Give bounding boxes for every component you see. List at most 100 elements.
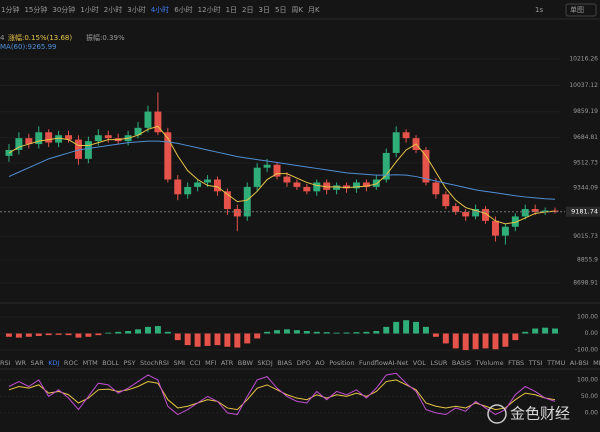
timeframe-tab[interactable]: 30分钟: [52, 5, 75, 14]
indicator-tab[interactable]: MLR: [593, 359, 600, 367]
candle-body: [521, 209, 529, 217]
timeframe-tab[interactable]: 6小时: [174, 5, 192, 14]
timeframe-tab[interactable]: 2日: [242, 6, 253, 14]
macd-bar: [174, 333, 181, 341]
macd-bar: [85, 333, 92, 337]
indicator-tab[interactable]: KDJ: [48, 359, 59, 367]
indicator-tab[interactable]: BIAS: [277, 359, 292, 367]
candle-body: [25, 138, 33, 145]
macd-bar: [323, 332, 330, 334]
y-tick-label: 9859.19: [573, 108, 598, 115]
candle-body: [174, 179, 182, 195]
macd-tick-label: 0.00: [585, 330, 599, 337]
kdj-line: [8, 372, 556, 416]
candle-body: [35, 132, 43, 145]
legend-period: 4: [0, 34, 5, 42]
macd-bar: [115, 331, 122, 334]
macd-bar: [164, 331, 171, 334]
indicator-tab[interactable]: PSY: [124, 359, 136, 367]
indicator-tab[interactable]: LSUR: [430, 359, 448, 367]
layout-label[interactable]: 单图: [570, 5, 584, 14]
timeframe-tab[interactable]: 4小时: [151, 5, 169, 14]
macd-bar: [65, 333, 72, 336]
macd-bar: [492, 333, 499, 350]
macd-bar: [35, 333, 42, 336]
layout-select[interactable]: [565, 3, 597, 17]
indicator-tab[interactable]: BASIS: [452, 359, 471, 367]
macd-bar: [293, 330, 300, 334]
indicator-tab[interactable]: AO: [315, 359, 324, 367]
indicator-tab[interactable]: BBW: [238, 359, 254, 367]
interval[interactable]: 1s: [535, 6, 543, 14]
candle-body: [362, 182, 370, 187]
macd-bar: [333, 332, 340, 334]
candle-body: [223, 191, 231, 210]
timeframe-tab[interactable]: 月K: [308, 6, 320, 14]
macd-bar: [452, 333, 459, 349]
candle-body: [154, 111, 162, 133]
candle-body: [482, 209, 490, 221]
candle-body: [491, 220, 499, 236]
indicator-tab[interactable]: MTM: [83, 359, 98, 367]
indicator-tab[interactable]: ROC: [64, 359, 79, 367]
indicator-tab[interactable]: DPO: [297, 359, 311, 367]
indicator-tab[interactable]: VOL: [413, 359, 426, 367]
indicator-tab[interactable]: CCI: [190, 359, 201, 367]
indicator-tab[interactable]: BOLL: [102, 359, 119, 367]
candle-body: [104, 135, 112, 139]
timeframe-tab[interactable]: 1分钟: [1, 5, 19, 14]
macd-bar: [383, 326, 390, 334]
indicator-tab[interactable]: MFI: [205, 359, 216, 367]
candle-body: [392, 132, 400, 153]
macd-bar: [363, 331, 370, 334]
timeframe-tab[interactable]: 12小时: [198, 5, 221, 14]
candle-body: [372, 179, 380, 187]
candle-body: [313, 182, 321, 192]
y-tick-label: 9512.73: [573, 159, 598, 166]
macd-bar: [373, 331, 380, 334]
macd-tick-label: 100.00: [577, 313, 598, 320]
last-price-box: [566, 206, 600, 217]
timeframe-tab[interactable]: 3日: [259, 6, 270, 14]
indicator-tab[interactable]: WR: [15, 359, 26, 367]
indicator-tab[interactable]: TTMU: [546, 359, 565, 367]
macd-bar: [135, 329, 142, 334]
indicator-tab[interactable]: StochRSI: [140, 359, 169, 367]
candle-body: [551, 210, 559, 212]
indicator-tab[interactable]: AI-BSI: [570, 359, 589, 367]
macd-bar: [482, 333, 489, 349]
macd-bar: [512, 333, 519, 341]
indicator-tab[interactable]: SMI: [173, 359, 185, 367]
candle-body: [303, 186, 311, 192]
macd-bar: [343, 332, 350, 334]
candle-body: [263, 164, 271, 168]
indicator-tab[interactable]: Position: [329, 359, 354, 367]
timeframe-tab[interactable]: 1小时: [80, 5, 98, 14]
candle-body: [253, 167, 261, 187]
candle-body: [144, 111, 152, 128]
indicator-tab[interactable]: FundflowAI-Net: [359, 359, 409, 367]
indicator-tab[interactable]: FTBS: [508, 359, 524, 367]
macd-bar: [522, 331, 529, 334]
indicator-tab[interactable]: RSI: [0, 359, 11, 367]
y-tick-label: 10037.12: [569, 82, 598, 89]
indicator-tab[interactable]: TVolume: [474, 359, 503, 367]
indicator-tab[interactable]: SAR: [31, 359, 45, 367]
indicator-tab[interactable]: ATR: [221, 359, 234, 367]
kdj-tick-label: 100.00: [577, 376, 598, 383]
candle-body: [531, 209, 539, 212]
macd-bar: [502, 333, 509, 347]
timeframe-tab[interactable]: 1日: [226, 6, 237, 14]
indicator-tab[interactable]: SKDJ: [257, 359, 272, 367]
timeframe-tab[interactable]: 3小时: [127, 5, 145, 14]
macd-bar: [532, 328, 539, 334]
timeframe-tab[interactable]: 周K: [291, 6, 303, 14]
indicator-tab[interactable]: TTSI: [528, 359, 543, 367]
timeframe-tab[interactable]: 2小时: [104, 5, 122, 14]
timeframe-tab[interactable]: 5日: [275, 6, 286, 14]
timeframe-tab[interactable]: 15分钟: [24, 5, 47, 14]
candle-body: [233, 209, 241, 217]
macd-bar: [125, 331, 132, 334]
candle-body: [343, 185, 351, 189]
